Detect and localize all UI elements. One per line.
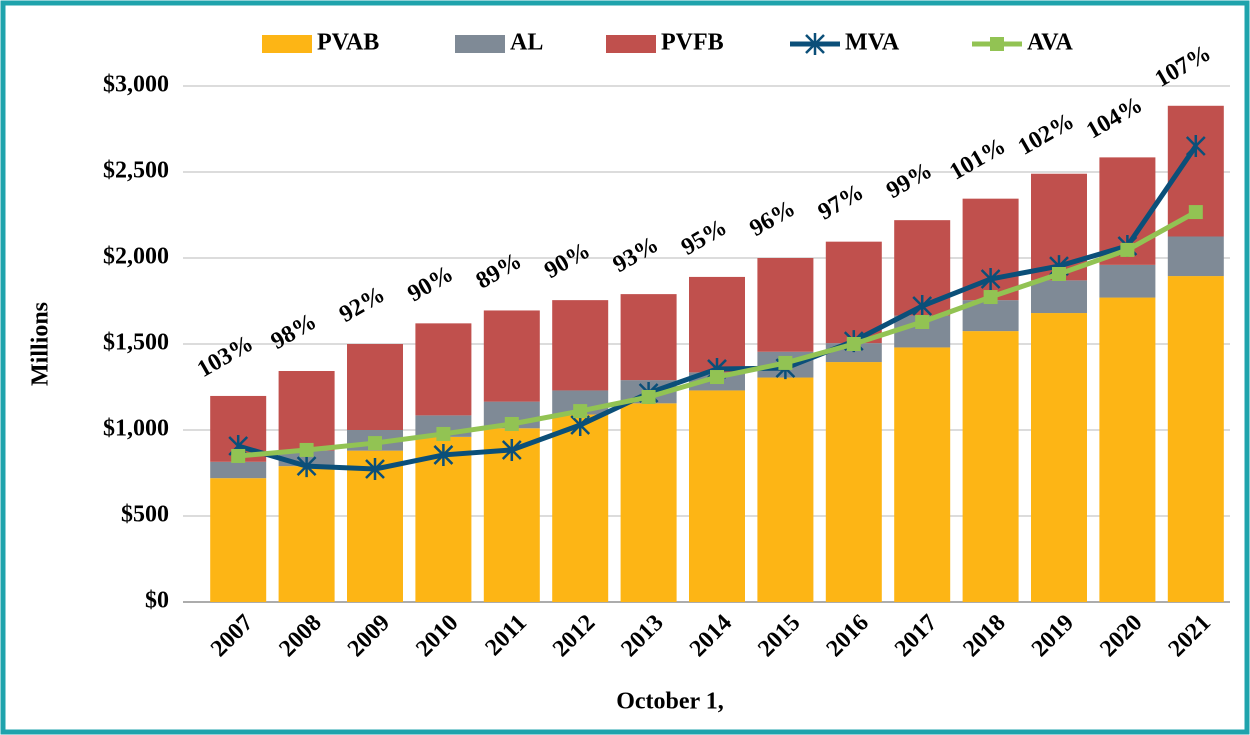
marker <box>365 458 385 481</box>
legend-swatch <box>262 35 312 53</box>
marker <box>1185 135 1206 158</box>
y-tick-label: $1,500 <box>103 330 169 356</box>
marker <box>296 455 317 478</box>
bar-segment <box>415 323 472 416</box>
y-axis-label: Millions <box>28 302 54 386</box>
marker <box>1052 266 1066 281</box>
bar-segment <box>689 276 745 373</box>
y-tick-label: $500 <box>121 502 169 528</box>
x-axis-label: October 1, <box>616 689 724 715</box>
bar-segment <box>825 362 882 602</box>
bar-segment <box>962 331 1019 602</box>
marker <box>368 436 382 451</box>
legend-swatch <box>606 35 656 53</box>
bar-segment <box>620 403 677 602</box>
bar-segment <box>1099 264 1156 298</box>
bar-segment <box>210 461 267 479</box>
marker <box>504 416 519 431</box>
bar-segment <box>278 371 335 451</box>
bar-segment <box>347 344 403 430</box>
bar-segment <box>894 347 951 602</box>
marker <box>501 438 522 461</box>
bar-segment <box>483 310 540 402</box>
bar-segment <box>825 241 882 344</box>
marker <box>912 294 933 317</box>
marker <box>846 337 861 351</box>
bar-segment <box>757 258 814 352</box>
bar-segment <box>1167 236 1224 277</box>
bar-segment <box>1031 280 1087 314</box>
bar-segment <box>278 466 335 602</box>
marker <box>915 314 930 329</box>
marker <box>778 355 793 370</box>
bar-segment <box>552 300 609 391</box>
marker <box>980 267 1001 290</box>
bar-segment <box>1099 297 1156 602</box>
bar-segment <box>757 377 814 602</box>
marker <box>573 404 588 419</box>
marker <box>1188 205 1203 220</box>
marker <box>1120 242 1135 257</box>
legend-label: MVA <box>845 30 900 56</box>
legend-marker <box>990 37 1004 51</box>
bar-segment <box>210 478 267 602</box>
y-tick-label: $2,500 <box>103 158 169 184</box>
legend-label: PVAB <box>317 30 379 56</box>
legend-label: PVFB <box>661 30 724 56</box>
bar-segment <box>689 390 745 602</box>
bar-segment <box>620 294 677 381</box>
y-tick-label: $1,000 <box>103 416 169 442</box>
y-tick-label: $3,000 <box>103 72 169 98</box>
bar-segment <box>1031 313 1087 602</box>
legend-label: AVA <box>1027 30 1073 56</box>
marker <box>433 443 454 466</box>
bar-segment <box>552 414 609 602</box>
bar-segment <box>1167 276 1224 602</box>
legend-marker <box>805 33 825 55</box>
legend-label: AL <box>510 30 543 56</box>
marker <box>436 426 451 441</box>
marker <box>710 370 724 385</box>
marker <box>983 290 998 305</box>
legend-swatch <box>455 35 505 53</box>
y-tick-label: $0 <box>145 588 169 614</box>
marker <box>299 442 314 457</box>
y-tick-label: $2,000 <box>103 244 169 270</box>
marker <box>231 448 246 463</box>
marker <box>641 389 656 404</box>
